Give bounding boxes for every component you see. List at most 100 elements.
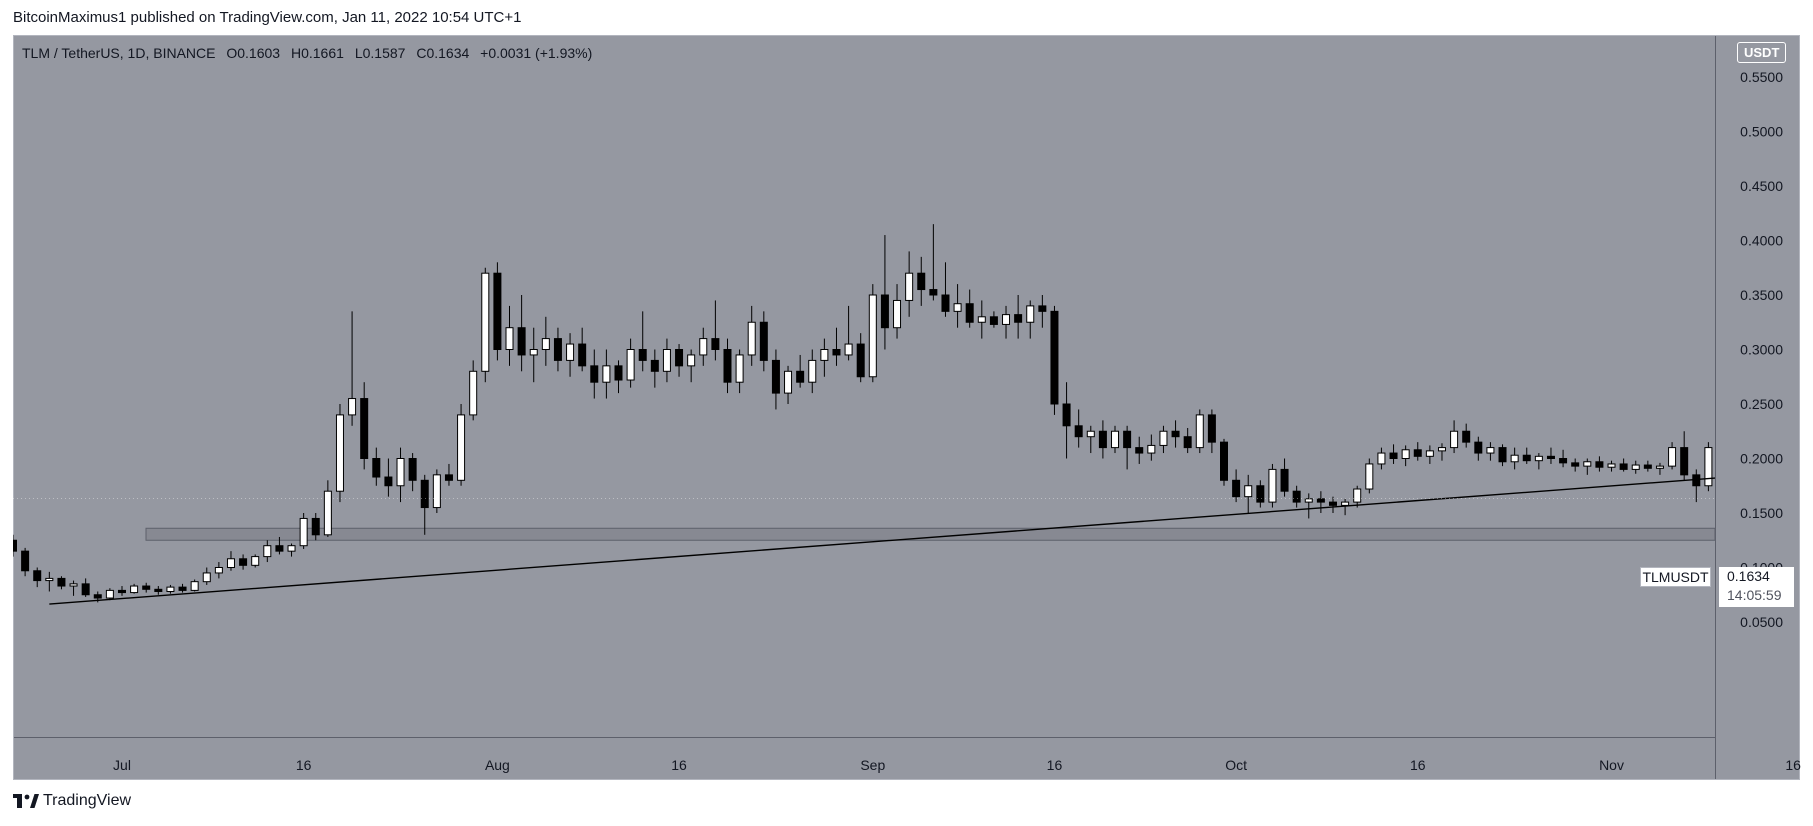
candle-body bbox=[893, 299, 902, 329]
price-scale[interactable] bbox=[1715, 35, 1799, 779]
candle-body bbox=[566, 343, 575, 361]
candle bbox=[541, 316, 550, 366]
legend-high-label: H bbox=[290, 45, 302, 61]
candle bbox=[1619, 458, 1628, 472]
candle bbox=[420, 474, 429, 535]
candle bbox=[335, 404, 344, 503]
candle bbox=[747, 305, 756, 366]
candle-body bbox=[1328, 501, 1337, 506]
candle bbox=[1607, 460, 1616, 472]
candle bbox=[1147, 434, 1156, 461]
candle-body bbox=[13, 539, 17, 552]
candle bbox=[166, 584, 175, 594]
candle bbox=[965, 289, 974, 328]
candle-body bbox=[917, 272, 926, 291]
candle bbox=[1050, 305, 1059, 415]
candle-body bbox=[1571, 462, 1580, 467]
candle bbox=[723, 338, 732, 394]
candle bbox=[1086, 425, 1095, 454]
candle-body bbox=[953, 303, 962, 312]
candle-body bbox=[1062, 403, 1071, 427]
candle bbox=[81, 578, 90, 597]
candle-body bbox=[1050, 310, 1059, 405]
footer-brand[interactable]: TradingView bbox=[13, 792, 131, 810]
candle bbox=[1595, 456, 1604, 472]
candle bbox=[154, 586, 163, 595]
candle bbox=[1292, 485, 1301, 508]
candle bbox=[1717, 404, 1724, 453]
price-tick-label: 0.0500 bbox=[1740, 614, 1783, 630]
plot-area[interactable] bbox=[13, 35, 1715, 737]
candle-body bbox=[578, 343, 587, 367]
candle-body bbox=[662, 349, 671, 372]
time-tick-label: Jul bbox=[113, 757, 131, 773]
candle-body bbox=[747, 321, 756, 356]
candle bbox=[1220, 438, 1228, 486]
candle-body bbox=[602, 365, 611, 383]
candle-body bbox=[1377, 452, 1386, 465]
candle bbox=[808, 349, 817, 394]
candle bbox=[1074, 409, 1083, 448]
published-header: BitcoinMaximus1 published on TradingView… bbox=[13, 9, 522, 26]
candle bbox=[372, 447, 381, 486]
price-tick-label: 0.4000 bbox=[1740, 233, 1783, 249]
candle-body bbox=[808, 359, 817, 383]
currency-button[interactable]: USDT bbox=[1737, 42, 1787, 63]
candle bbox=[553, 327, 562, 372]
candle-body bbox=[348, 398, 357, 416]
candle bbox=[614, 360, 623, 394]
candle-body bbox=[880, 294, 889, 329]
time-tick-label: 16 bbox=[1410, 757, 1426, 773]
candle-body bbox=[735, 354, 744, 383]
candle-body bbox=[1292, 490, 1301, 503]
candle bbox=[1098, 420, 1107, 459]
candle bbox=[1328, 496, 1337, 513]
candle bbox=[1413, 442, 1422, 461]
support-zone bbox=[145, 527, 1715, 541]
candle-body bbox=[251, 556, 260, 566]
candle bbox=[1171, 420, 1180, 448]
candle bbox=[299, 513, 308, 549]
candle bbox=[989, 311, 998, 328]
candle bbox=[1510, 447, 1519, 470]
candle-body bbox=[457, 414, 466, 481]
candle-body bbox=[1232, 479, 1241, 498]
candle bbox=[239, 554, 248, 570]
candle bbox=[1437, 443, 1446, 461]
legend-symbol: TLM / TetherUS, 1D, BINANCE bbox=[22, 45, 216, 61]
candle-body bbox=[759, 321, 768, 361]
candle bbox=[1232, 469, 1241, 503]
candle bbox=[1498, 444, 1507, 467]
candle bbox=[1014, 295, 1023, 339]
candle-body bbox=[1680, 447, 1689, 476]
candle bbox=[505, 305, 514, 366]
candle-body bbox=[202, 572, 211, 583]
candle-body bbox=[626, 349, 635, 381]
candle bbox=[1631, 460, 1640, 474]
candle-body bbox=[541, 338, 550, 351]
price-tick-label: 0.4500 bbox=[1740, 178, 1783, 194]
candle bbox=[1389, 444, 1398, 464]
candle-body bbox=[1171, 430, 1180, 438]
candle-body bbox=[1135, 447, 1144, 454]
candle-body bbox=[1534, 455, 1543, 462]
candle-body bbox=[33, 570, 42, 582]
candle bbox=[1123, 425, 1132, 470]
candle bbox=[602, 349, 611, 399]
candle bbox=[105, 588, 114, 601]
legend-high-value: 0.1661 bbox=[301, 45, 344, 61]
candle bbox=[905, 251, 914, 317]
bar-countdown: 14:05:59 bbox=[1727, 587, 1782, 603]
time-scale[interactable] bbox=[13, 737, 1715, 779]
candle-body bbox=[1341, 501, 1350, 506]
candle bbox=[117, 586, 126, 596]
candle-body bbox=[1619, 463, 1628, 470]
legend-low-value: 0.1587 bbox=[362, 45, 406, 61]
candle-body bbox=[1365, 463, 1374, 490]
candle bbox=[1474, 436, 1483, 461]
candle-body bbox=[1486, 447, 1495, 454]
candle bbox=[33, 567, 42, 588]
candle-body bbox=[130, 585, 139, 594]
candle bbox=[687, 349, 696, 383]
candle-body bbox=[553, 338, 562, 361]
